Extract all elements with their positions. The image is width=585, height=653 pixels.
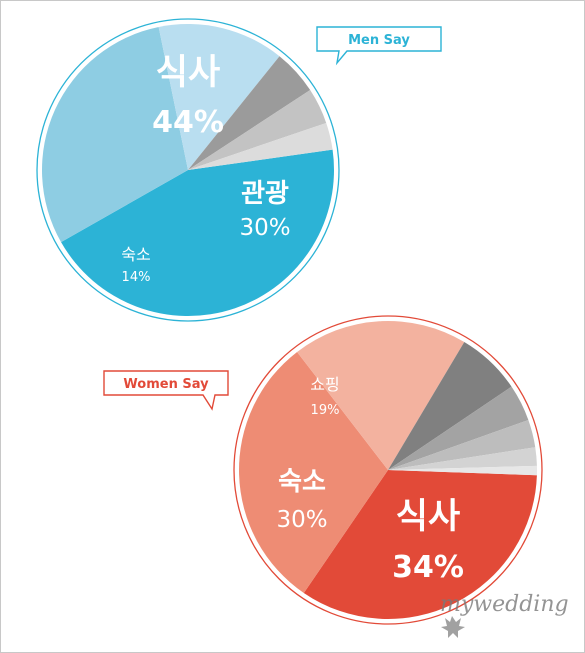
men-slice-label-lodging: 숙소 (121, 245, 150, 264)
women-slice-5 (388, 420, 536, 470)
women-slice-2 (297, 321, 465, 470)
leaf-icon (441, 616, 465, 638)
men-slice-value-meal: 44% (152, 105, 224, 140)
men-pie-chart: 식사 44% 관광 30% 숙소 14% (36, 18, 340, 322)
men-slice-value-tour: 30% (239, 215, 290, 241)
men-tag-bubble (316, 26, 442, 66)
women-slice-1 (239, 351, 388, 593)
men-slice-value-lodging: 14% (122, 270, 151, 285)
men-slice-label-tour: 관광 (241, 179, 289, 209)
women-pie-slices (239, 321, 537, 619)
men-slice-4 (188, 90, 327, 170)
men-tag-title: Men Say (348, 33, 410, 48)
women-pie-chart: 쇼핑 19% 숙소 30% 식사 34% (233, 315, 543, 625)
men-slice-label-meal: 식사 (156, 53, 220, 93)
women-tag-bubble (103, 370, 229, 411)
women-slice-6 (388, 447, 537, 470)
men-slice-1 (42, 26, 188, 243)
men-say-tag: Men Say (316, 26, 442, 66)
men-slice-3 (188, 56, 311, 170)
women-tag-title: Women Say (123, 377, 209, 392)
women-slice-label-lodging: 숙소 (278, 467, 326, 497)
women-pie-outline (233, 315, 543, 625)
women-say-tag: Women Say (103, 370, 229, 411)
men-pie-outline (36, 18, 340, 322)
women-slice-4 (388, 386, 529, 470)
watermark-logo: mywedding (440, 592, 569, 638)
women-slice-0 (303, 470, 537, 619)
women-slice-value-shopping: 19% (311, 403, 340, 418)
men-slice-2 (158, 23, 280, 170)
women-slice-label-meal: 식사 (396, 497, 460, 537)
watermark-text: mywedding (440, 592, 569, 617)
men-pie-slices (42, 23, 334, 317)
women-slice-value-lodging: 30% (276, 507, 327, 533)
men-slice-5 (188, 122, 333, 170)
women-slice-7 (388, 465, 537, 476)
women-slice-3 (388, 342, 512, 470)
men-slice-0 (61, 149, 334, 317)
women-slice-value-meal: 34% (392, 550, 464, 585)
women-slice-label-shopping: 쇼핑 (310, 375, 339, 394)
